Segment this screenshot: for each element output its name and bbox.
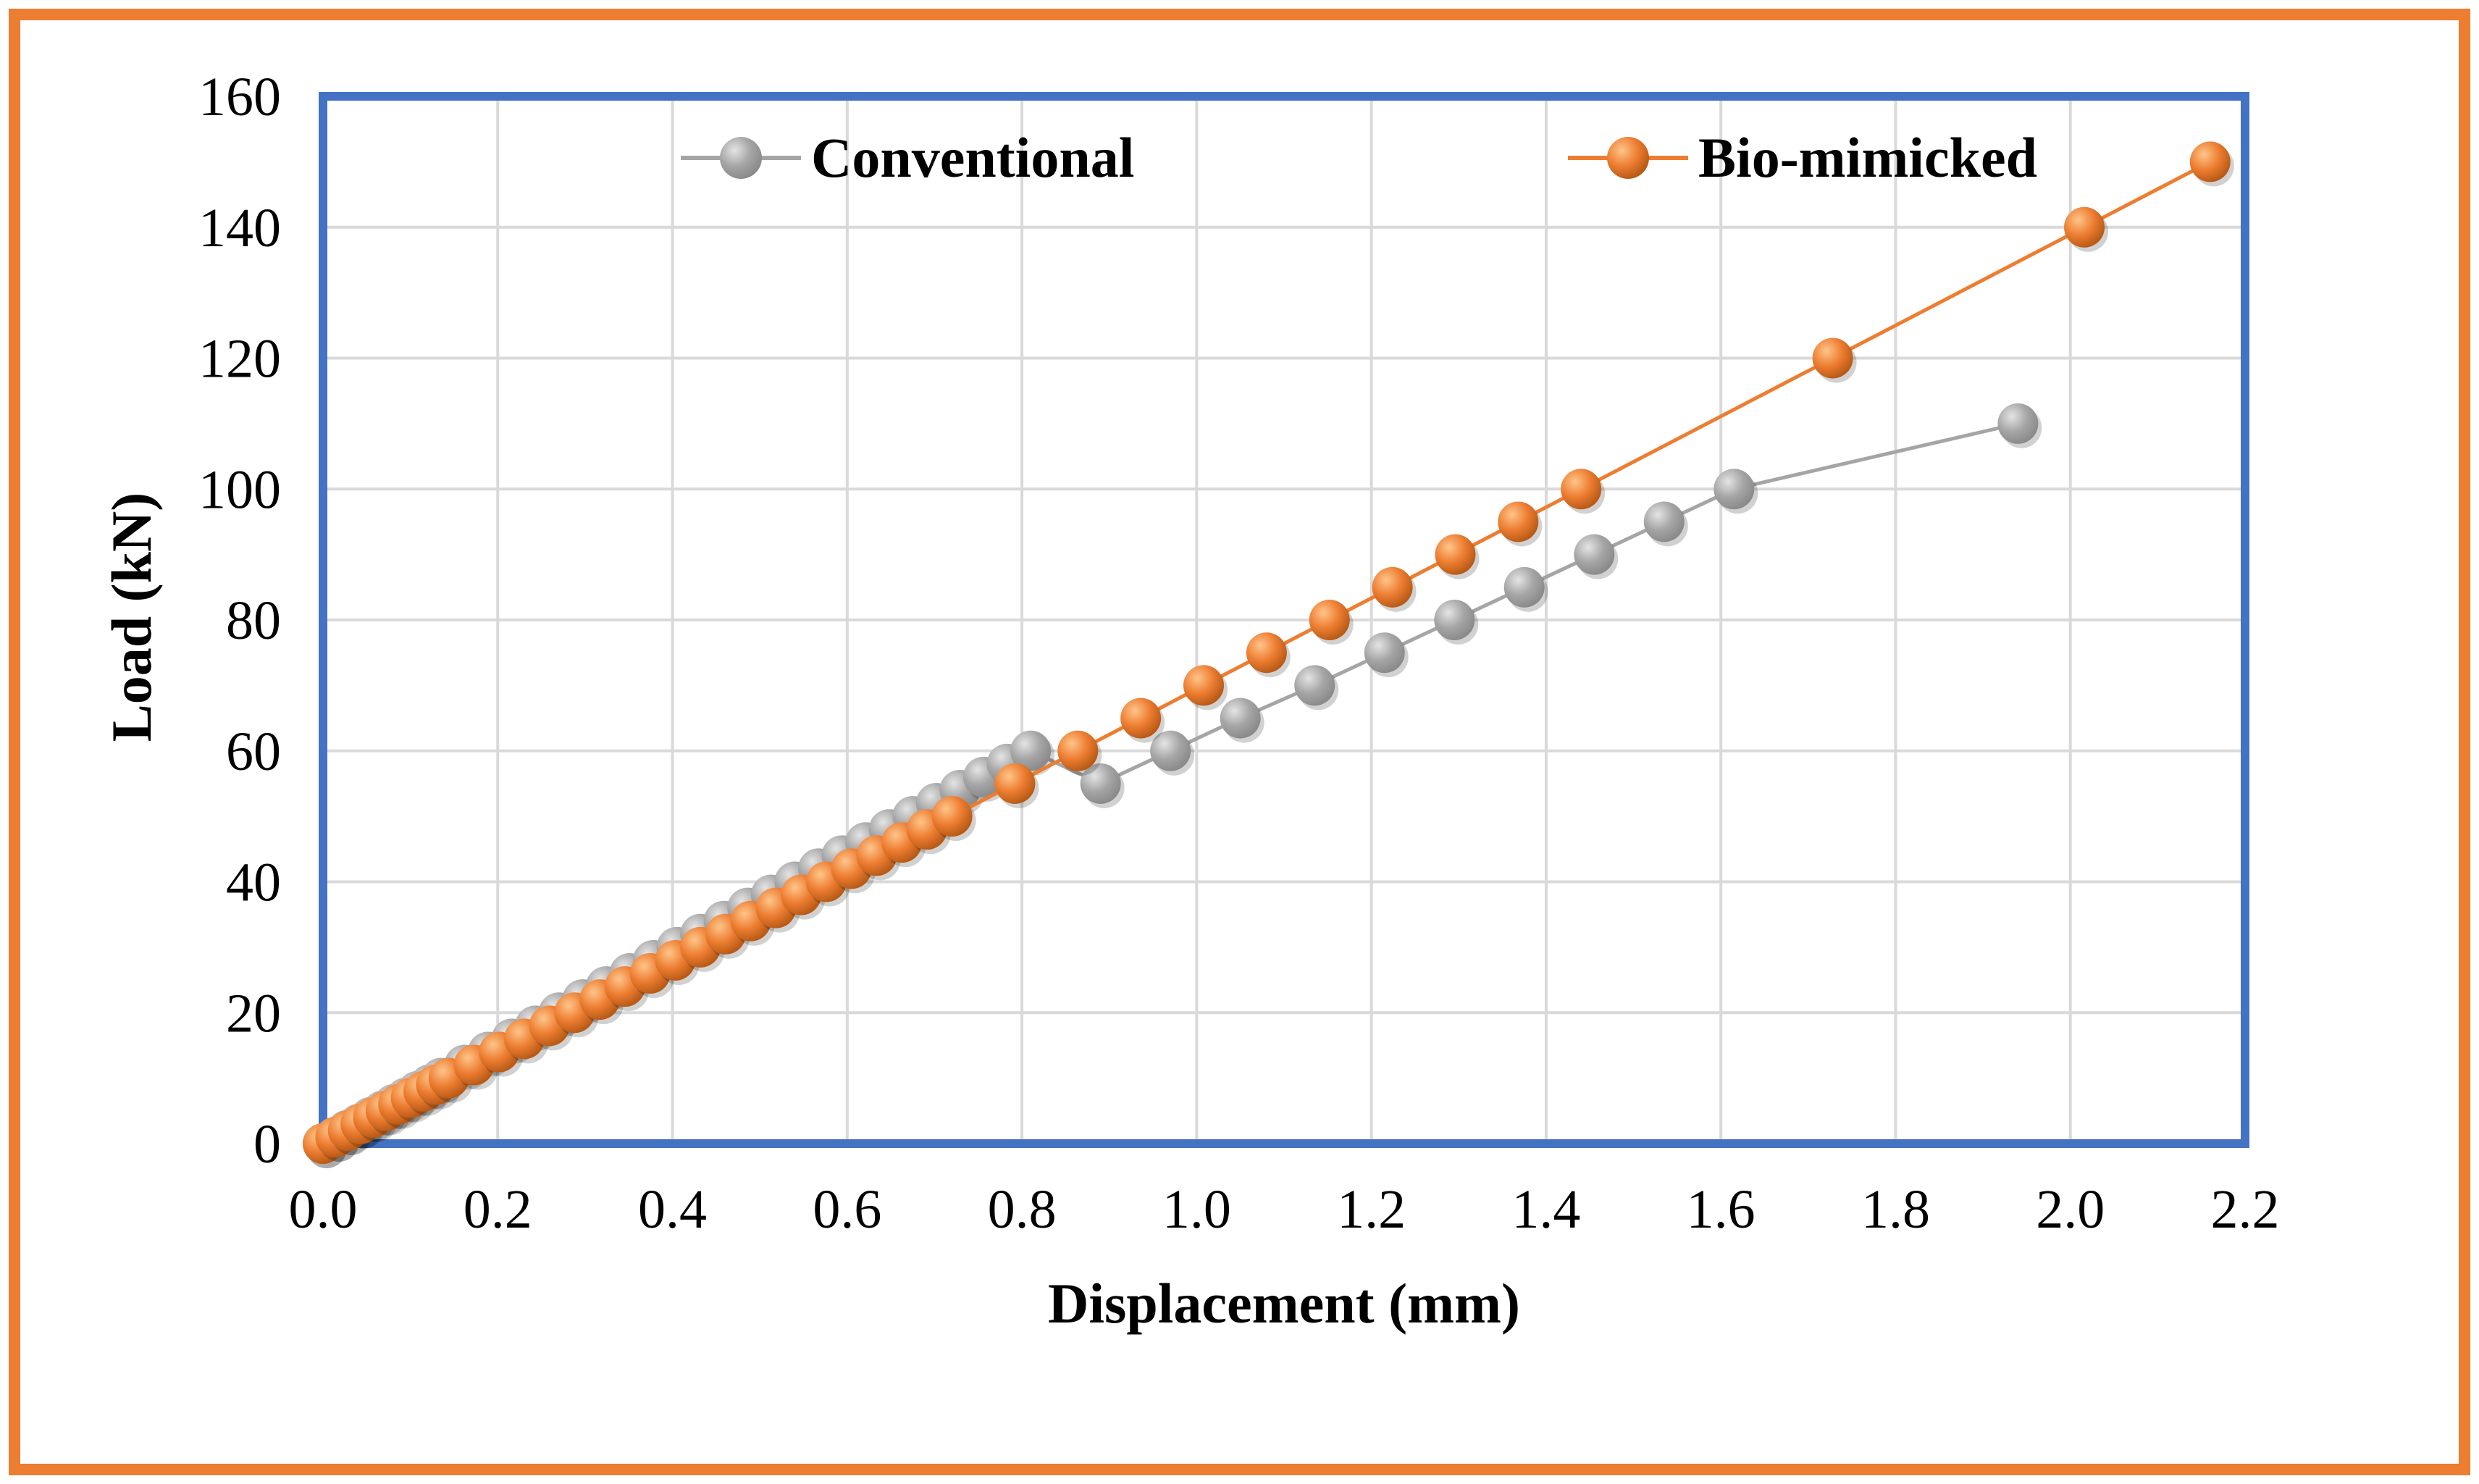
axis-tick-labels: 0.0 0.2 0.4 0.6 0.8 1.0 1.2 1.4 1.6 1.8 2.0 2.2 0 20 4… xyxy=(198,67,2280,1240)
data-point-conventional xyxy=(1643,501,1685,542)
outer-frame xyxy=(9,9,2470,1475)
x-tick-label: 1.2 xyxy=(1337,1179,1406,1240)
data-point-conventional xyxy=(1010,730,1052,771)
y-tick-label: 160 xyxy=(198,67,281,127)
x-axis-title: Displacement (mm) xyxy=(1048,1272,1520,1335)
x-tick-label: 1.8 xyxy=(1861,1179,1930,1240)
data-point-biomimicked xyxy=(1372,566,1413,608)
data-point-biomimicked xyxy=(1498,501,1539,542)
x-tick-label: 0.2 xyxy=(463,1179,532,1240)
y-tick-label: 20 xyxy=(226,983,281,1044)
data-point-biomimicked xyxy=(1812,338,1853,379)
x-tick-label: 1.0 xyxy=(1162,1179,1231,1240)
legend-marker-biomimicked xyxy=(1607,137,1649,179)
x-tick-label: 1.4 xyxy=(1511,1179,1580,1240)
x-tick-label: 0.8 xyxy=(988,1179,1057,1240)
series-biomimicked xyxy=(303,141,2234,1168)
y-tick-label: 100 xyxy=(198,459,281,520)
legend-item-conventional: Conventional xyxy=(681,126,1134,189)
data-point-conventional xyxy=(1574,534,1615,575)
data-point-biomimicked xyxy=(1246,632,1287,674)
legend-marker-conventional xyxy=(720,137,762,179)
legend-label-biomimicked: Bio-mimicked xyxy=(1698,126,2037,189)
plot-area-border xyxy=(319,92,2249,1148)
data-point-biomimicked xyxy=(1435,534,1476,575)
legend-label-conventional: Conventional xyxy=(811,126,1134,189)
data-series xyxy=(303,141,2234,1168)
x-tick-label: 0.0 xyxy=(289,1179,358,1240)
data-point-conventional xyxy=(1997,403,2039,444)
series-conventional xyxy=(303,403,2042,1168)
y-axis-title: Load (kN) xyxy=(100,492,163,742)
data-point-conventional xyxy=(1364,632,1405,674)
x-tick-label: 0.6 xyxy=(813,1179,881,1240)
data-point-biomimicked xyxy=(1309,600,1350,640)
data-point-conventional xyxy=(1220,697,1261,739)
data-point-biomimicked xyxy=(931,796,973,837)
data-point-conventional xyxy=(1150,730,1191,771)
legend-item-biomimicked: Bio-mimicked xyxy=(1568,126,2037,189)
y-tick-label: 80 xyxy=(226,590,281,651)
data-point-conventional xyxy=(1294,665,1335,706)
data-point-biomimicked xyxy=(994,763,1036,804)
data-point-biomimicked xyxy=(1057,730,1099,771)
data-point-biomimicked xyxy=(2064,206,2105,248)
data-point-conventional xyxy=(1714,469,1755,510)
data-point-biomimicked xyxy=(2189,141,2231,183)
x-tick-label: 0.4 xyxy=(638,1179,707,1240)
y-tick-label: 120 xyxy=(198,329,281,390)
y-tick-label: 0 xyxy=(253,1114,281,1175)
legend: Conventional Bio-mimicked xyxy=(681,126,2037,189)
data-point-conventional xyxy=(1503,566,1545,608)
y-tick-label: 140 xyxy=(198,198,281,259)
data-point-biomimicked xyxy=(1183,665,1225,706)
data-point-conventional xyxy=(1434,600,1475,640)
x-tick-label: 1.6 xyxy=(1687,1179,1756,1240)
x-tick-label: 2.2 xyxy=(2211,1179,2280,1240)
x-tick-label: 2.0 xyxy=(2036,1179,2105,1240)
data-point-biomimicked xyxy=(1561,469,1602,510)
data-point-biomimicked xyxy=(1120,697,1162,739)
y-tick-label: 40 xyxy=(226,852,281,913)
y-tick-label: 60 xyxy=(226,721,281,782)
data-point-conventional xyxy=(1080,763,1121,804)
